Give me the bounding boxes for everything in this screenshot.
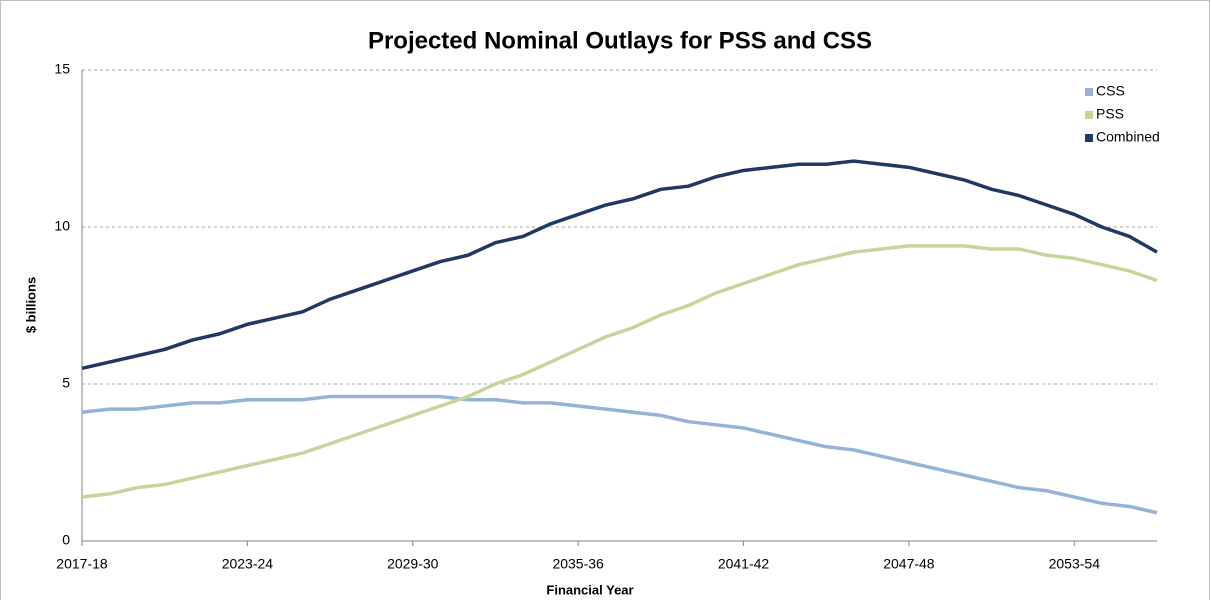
series-line [81,159,1158,371]
x-tick-label: 2023-24 [222,556,274,572]
legend-label: PSS [1096,106,1124,122]
x-tick-label: 2029-30 [387,556,439,572]
x-tick-label: 2047-48 [883,556,935,572]
series-line [81,244,1158,499]
y-tick-label: 15 [54,61,70,77]
y-tick-label: 5 [62,375,70,391]
series-line [81,394,1158,515]
x-axis-title: Financial Year [546,582,633,597]
x-tick-label: 2035-36 [552,556,604,572]
x-tick-label: 2041-42 [718,556,770,572]
y-tick-label: 10 [54,218,70,234]
legend-swatch [1085,134,1093,142]
legend-label: Combined [1096,129,1160,145]
y-axis-title: $ billions [23,277,38,333]
legend-swatch [1085,111,1093,119]
chart-title: Projected Nominal Outlays for PSS and CS… [368,27,872,54]
y-tick-label: 0 [62,532,70,548]
legend-label: CSS [1096,83,1125,99]
legend-swatch [1085,88,1093,96]
x-tick-label: 2017-18 [56,556,108,572]
x-tick-label: 2053-54 [1049,556,1101,572]
